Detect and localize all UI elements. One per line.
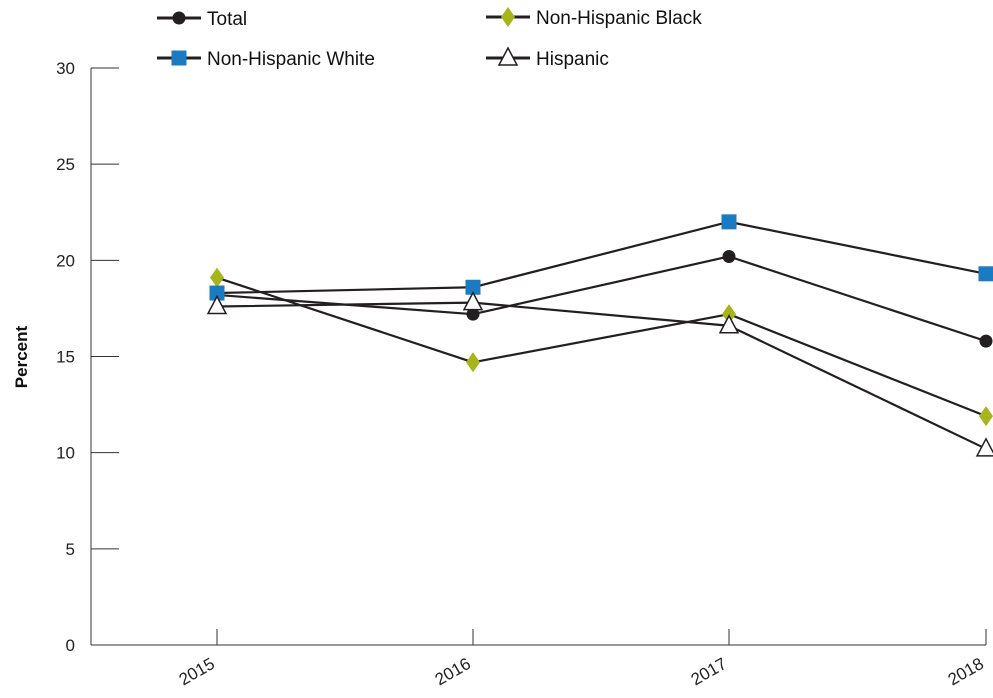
legend-marker-hispanic (497, 46, 519, 66)
data-point-hispanic (975, 437, 993, 457)
legend-item-non-hispanic-black: Non-Hispanic Black (486, 7, 702, 29)
x-tick-label: 2018 (945, 654, 987, 689)
series-lines (216, 220, 987, 450)
series-markers (206, 214, 993, 457)
data-point-non-hispanic-white (465, 279, 481, 295)
data-point-total (979, 334, 993, 348)
data-point-hispanic (718, 314, 740, 334)
legend-label: Hispanic (536, 49, 609, 70)
legend-marker-non-hispanic-white (171, 50, 187, 66)
y-tick-label: 0 (66, 636, 75, 655)
data-point-non-hispanic-white (978, 266, 993, 282)
data-point-non-hispanic-black (466, 352, 480, 373)
data-point-total (466, 307, 480, 321)
legend-marker-non-hispanic-black (501, 7, 515, 27)
x-tick-label: 2017 (688, 654, 730, 689)
y-tick-label: 20 (56, 251, 75, 270)
y-tick-label: 15 (56, 348, 75, 367)
data-point-non-hispanic-black (979, 406, 993, 427)
legend: Total Non-Hispanic Black Non-Hispanic Whit… (157, 7, 702, 70)
legend-item-total: Total (157, 9, 247, 30)
legend-item-hispanic: Hispanic (486, 46, 609, 70)
y-axis-title: Percent (12, 325, 31, 388)
y-tick-label: 5 (66, 540, 75, 559)
legend-label: Non-Hispanic White (207, 49, 375, 70)
data-point-hispanic (206, 294, 228, 315)
y-tick-label: 10 (56, 444, 75, 463)
data-point-total (722, 249, 736, 263)
legend-marker-total (172, 11, 186, 25)
series-line-hispanic (216, 301, 987, 450)
legend-item-non-hispanic-white: Non-Hispanic White (157, 49, 375, 70)
y-tick-label: 25 (56, 155, 75, 174)
x-tick-label: 2016 (432, 654, 474, 689)
x-tick-label: 2015 (176, 654, 218, 689)
data-point-hispanic (462, 291, 484, 311)
data-point-non-hispanic-black (210, 267, 224, 288)
series-line-non-hispanic-black (216, 276, 987, 418)
legend-label: Non-Hispanic Black (536, 8, 702, 29)
axes: 0 5 10 15 20 25 30 2015 2016 2017 2018 (56, 59, 987, 689)
series-line-total (216, 255, 987, 343)
legend-label: Total (207, 9, 247, 30)
series-line-non-hispanic-white (216, 220, 987, 295)
data-point-non-hispanic-white (209, 285, 225, 301)
data-point-non-hispanic-white (721, 214, 737, 230)
y-tick-label: 30 (56, 59, 75, 78)
